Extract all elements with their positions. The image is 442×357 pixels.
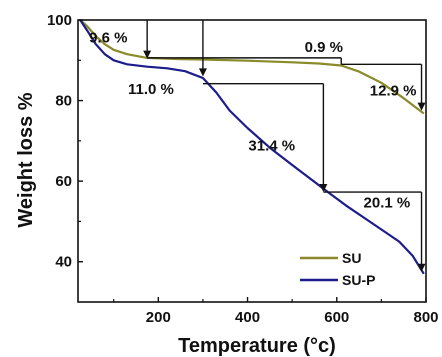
x-tick-label: 200 bbox=[146, 309, 171, 326]
legend-label: SU bbox=[342, 250, 361, 266]
axes-group: 200 400 600 800 40 60 80 100 bbox=[47, 12, 439, 326]
annotation-label: 0.9 % bbox=[305, 39, 343, 56]
y-tick-label: 80 bbox=[55, 93, 72, 110]
x-tick-label: 800 bbox=[413, 309, 438, 326]
annotation-label: 20.1 % bbox=[364, 195, 411, 212]
x-tick-label: 600 bbox=[324, 309, 349, 326]
legend: SU SU-P bbox=[300, 250, 375, 288]
y-axis-title: Weight loss % bbox=[15, 92, 37, 227]
arrow-sup-step3-head bbox=[319, 184, 328, 193]
annotation-label: 31.4 % bbox=[248, 138, 295, 155]
arrow-su-step3-head bbox=[417, 102, 426, 111]
plot-frame bbox=[77, 19, 427, 303]
arrow-step1-head bbox=[143, 50, 152, 59]
y-tick-label: 40 bbox=[55, 254, 72, 271]
arrow-sup-step2-head bbox=[198, 68, 207, 77]
y-tick-label: 60 bbox=[55, 173, 72, 190]
annotation-group: 9.6 % 0.9 % 11.0 % 12.9 % 31.4 % 20.1 % bbox=[89, 20, 426, 272]
arrow-sup-step4-head bbox=[417, 263, 426, 272]
series-line-su-p bbox=[79, 19, 425, 275]
annotation-label: 12.9 % bbox=[370, 83, 417, 100]
x-axis-title: Temperature (°c) bbox=[178, 335, 336, 357]
y-tick-label: 100 bbox=[47, 12, 72, 29]
annotation-label: 11.0 % bbox=[128, 81, 174, 98]
annotation-label: 9.6 % bbox=[89, 30, 127, 47]
legend-label: SU-P bbox=[342, 272, 375, 288]
x-tick-label: 400 bbox=[235, 309, 260, 326]
